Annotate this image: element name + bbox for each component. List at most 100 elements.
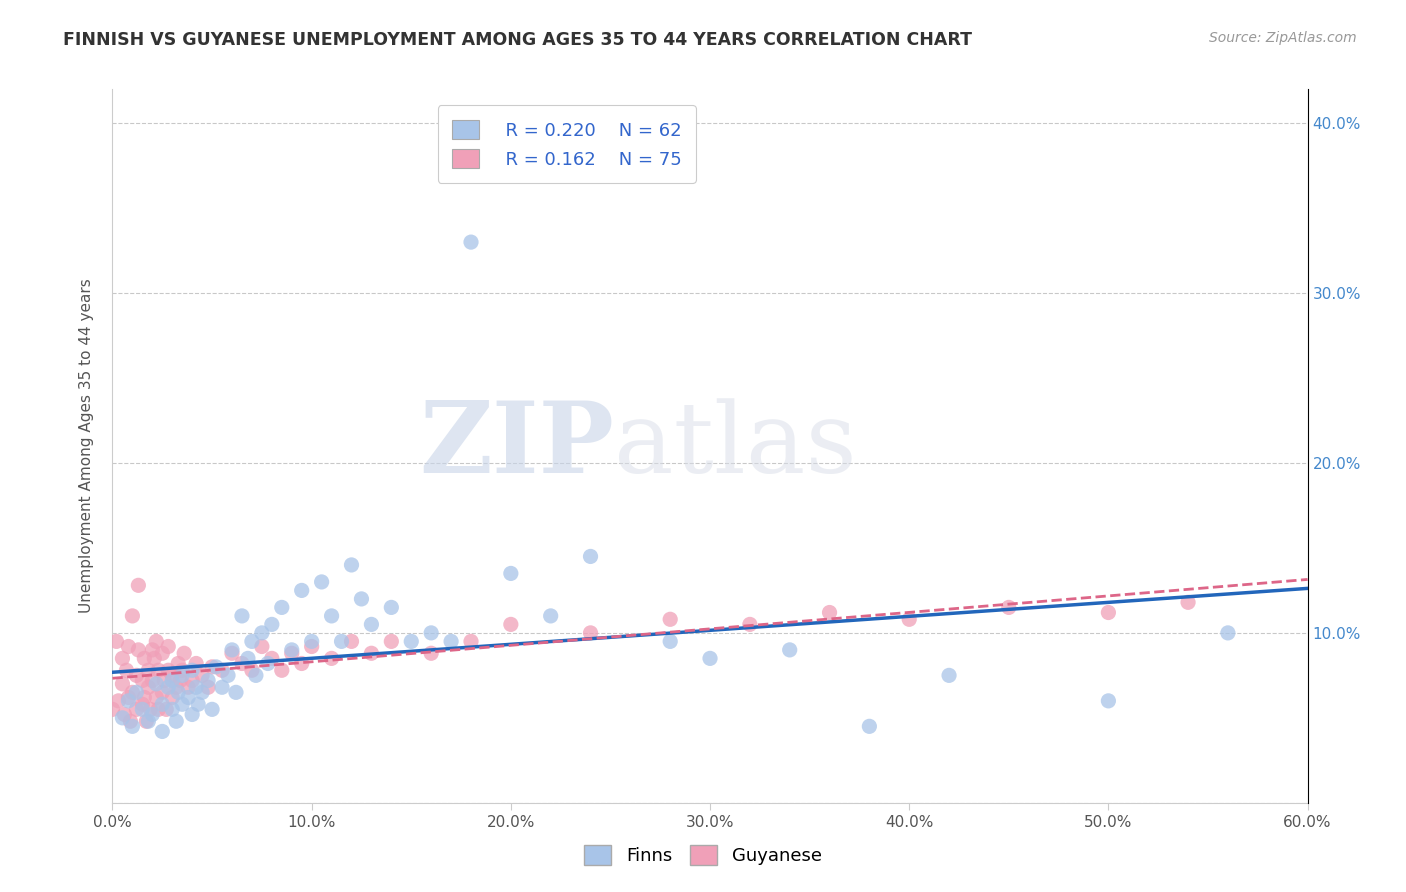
Point xyxy=(141,707,163,722)
Point xyxy=(270,663,292,677)
Point xyxy=(401,634,423,648)
Point xyxy=(460,634,482,648)
Text: atlas: atlas xyxy=(614,398,858,494)
Point xyxy=(340,558,363,572)
Point xyxy=(177,690,200,705)
Point xyxy=(172,663,194,677)
Point xyxy=(186,657,208,671)
Point xyxy=(162,668,183,682)
Point xyxy=(135,714,157,729)
Point xyxy=(938,668,960,682)
Point xyxy=(1097,606,1119,620)
Point xyxy=(145,677,167,691)
Point xyxy=(360,617,382,632)
Point xyxy=(167,685,190,699)
Point xyxy=(211,663,233,677)
Point xyxy=(125,685,148,699)
Point xyxy=(167,657,190,671)
Point xyxy=(141,673,163,688)
Point xyxy=(177,680,200,694)
Point xyxy=(499,617,522,632)
Point xyxy=(738,617,761,632)
Point xyxy=(460,235,482,249)
Point xyxy=(225,685,247,699)
Point xyxy=(250,626,273,640)
Point xyxy=(187,698,209,712)
Point xyxy=(858,719,880,733)
Point xyxy=(231,608,253,623)
Point xyxy=(321,608,343,623)
Point xyxy=(499,566,522,581)
Point xyxy=(165,680,187,694)
Point xyxy=(139,702,162,716)
Point xyxy=(998,600,1021,615)
Point xyxy=(101,702,124,716)
Point xyxy=(150,646,173,660)
Point xyxy=(301,640,323,654)
Point xyxy=(659,612,682,626)
Text: Source: ZipAtlas.com: Source: ZipAtlas.com xyxy=(1209,31,1357,45)
Point xyxy=(145,634,167,648)
Text: ZIP: ZIP xyxy=(419,398,614,494)
Y-axis label: Unemployment Among Ages 35 to 44 years: Unemployment Among Ages 35 to 44 years xyxy=(79,278,94,614)
Point xyxy=(162,702,183,716)
Point xyxy=(1097,694,1119,708)
Point xyxy=(240,663,263,677)
Point xyxy=(699,651,721,665)
Point xyxy=(181,707,204,722)
Point xyxy=(260,617,283,632)
Point xyxy=(134,651,156,665)
Point xyxy=(311,574,333,589)
Point xyxy=(191,668,214,682)
Point xyxy=(117,640,139,654)
Point xyxy=(115,663,138,677)
Point xyxy=(121,719,143,733)
Point xyxy=(111,651,134,665)
Point xyxy=(236,651,259,665)
Point xyxy=(148,663,170,677)
Point xyxy=(117,690,139,705)
Point xyxy=(270,600,292,615)
Point xyxy=(201,660,224,674)
Point xyxy=(321,651,343,665)
Point xyxy=(105,634,128,648)
Point xyxy=(197,673,219,688)
Point xyxy=(420,646,443,660)
Point xyxy=(440,634,463,648)
Point xyxy=(281,646,304,660)
Point xyxy=(131,673,153,688)
Point xyxy=(201,702,224,716)
Point xyxy=(659,634,682,648)
Point xyxy=(111,677,134,691)
Legend: Finns, Guyanese: Finns, Guyanese xyxy=(575,836,831,874)
Point xyxy=(330,634,353,648)
Point xyxy=(121,608,143,623)
Point xyxy=(141,643,163,657)
Point xyxy=(1177,595,1199,609)
Point xyxy=(231,657,253,671)
Point xyxy=(257,657,280,671)
Point xyxy=(162,690,183,705)
Point xyxy=(150,724,173,739)
Point xyxy=(131,698,153,712)
Point xyxy=(281,643,304,657)
Point xyxy=(340,634,363,648)
Point xyxy=(181,663,204,677)
Point xyxy=(138,714,160,729)
Point xyxy=(360,646,382,660)
Point xyxy=(131,702,153,716)
Point xyxy=(301,634,323,648)
Legend:   R = 0.220    N = 62,   R = 0.162    N = 75: R = 0.220 N = 62, R = 0.162 N = 75 xyxy=(437,105,696,183)
Point xyxy=(114,707,135,722)
Text: FINNISH VS GUYANESE UNEMPLOYMENT AMONG AGES 35 TO 44 YEARS CORRELATION CHART: FINNISH VS GUYANESE UNEMPLOYMENT AMONG A… xyxy=(63,31,973,49)
Point xyxy=(157,640,180,654)
Point xyxy=(350,591,373,606)
Point xyxy=(125,668,148,682)
Point xyxy=(380,600,402,615)
Point xyxy=(143,651,166,665)
Point xyxy=(221,646,243,660)
Point xyxy=(172,668,194,682)
Point xyxy=(121,685,143,699)
Point xyxy=(138,680,160,694)
Point xyxy=(291,583,314,598)
